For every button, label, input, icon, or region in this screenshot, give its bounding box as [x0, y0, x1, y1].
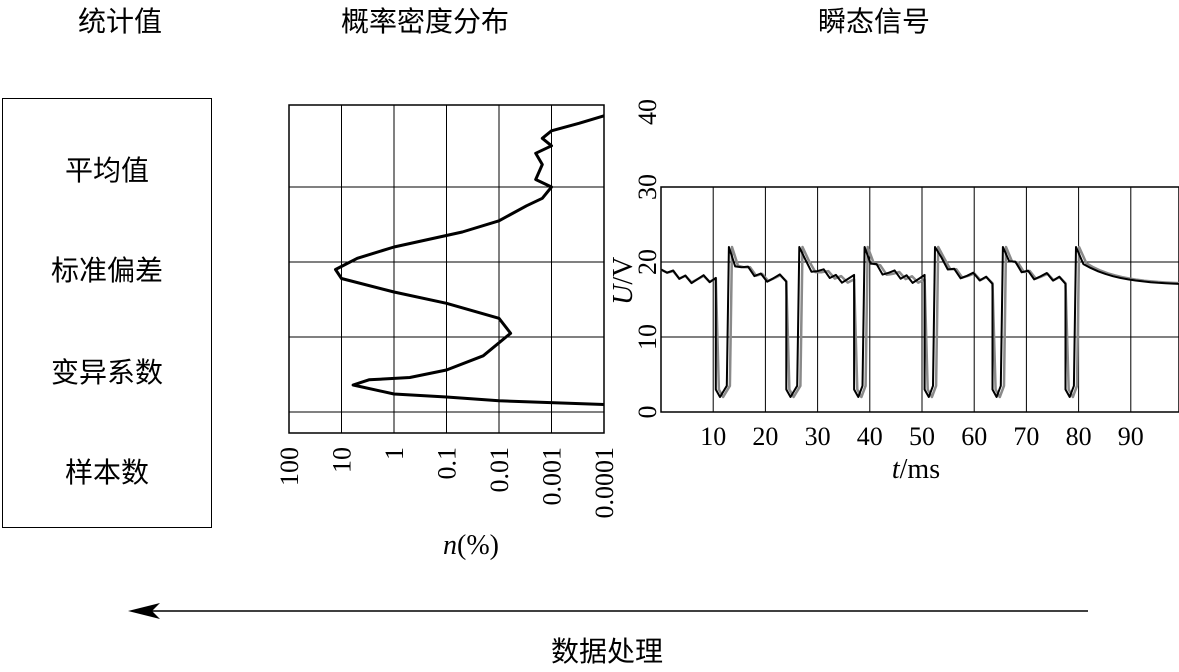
- signal-x-tick-label: 90: [1118, 422, 1144, 451]
- signal-x-tick-label: 60: [961, 422, 987, 451]
- pdf-x-tick-label: 100: [275, 447, 304, 486]
- arrow-caption: 数据处理: [551, 635, 664, 668]
- stat-std-dev: 标准偏差: [50, 254, 163, 287]
- signal-x-axis-label: t/ms: [892, 454, 940, 485]
- signal-x-tick-label: 70: [1013, 422, 1039, 451]
- stats-title: 统计值: [78, 5, 163, 38]
- signal-x-tick-label: 10: [700, 422, 726, 451]
- signal-trace: [660, 246, 1179, 398]
- signal-y-tick-label: 10: [633, 324, 662, 350]
- signal-y-tick-label: 30: [633, 174, 662, 200]
- pdf-x-tick-label: 1: [380, 447, 409, 460]
- pdf-x-tick-label: 0.0001: [590, 447, 619, 519]
- signal-x-tick-label: 20: [752, 422, 778, 451]
- signal-y-tick-label: 40: [633, 99, 662, 125]
- signal-frame: [660, 186, 1179, 413]
- signal-y-tick-label: 20: [633, 249, 662, 275]
- stat-mean: 平均值: [64, 154, 149, 187]
- statistics-box: 平均值 标准偏差 变异系数 样本数: [2, 98, 212, 528]
- signal-x-tick-label: 30: [805, 422, 831, 451]
- signal-trace-gray: [660, 245, 1179, 399]
- flow-arrow: [128, 603, 1088, 619]
- pdf-title: 概率密度分布: [341, 5, 510, 38]
- signal-x-tick-label: 40: [857, 422, 883, 451]
- arrow-head: [128, 603, 160, 619]
- pdf-chart: 100 10 1 0.1 0.01 0.001 0.0001 n(%): [275, 104, 619, 561]
- signal-title: 瞬态信号: [818, 5, 931, 38]
- pdf-x-tick-label: 0.001: [538, 447, 567, 506]
- pdf-x-tick-label: 0.01: [485, 447, 514, 493]
- signal-y-tick-label: 0: [633, 406, 662, 419]
- stat-cv: 变异系数: [50, 356, 163, 389]
- pdf-curve: [334, 114, 605, 406]
- pdf-x-axis-label: n(%): [443, 530, 499, 561]
- signal-x-tick-label: 50: [909, 422, 935, 451]
- signal-x-tick-label: 80: [1066, 422, 1092, 451]
- signal-chart: 0 10 20 30 40 10 20 30 40 50 60 70 80 90 t/ms U/V: [608, 99, 1179, 485]
- pdf-x-tick-label: 10: [328, 447, 357, 473]
- pdf-x-tick-label: 0.1: [433, 447, 462, 480]
- signal-y-axis-label: U/V: [608, 257, 639, 305]
- stat-sample-count: 样本数: [64, 456, 149, 489]
